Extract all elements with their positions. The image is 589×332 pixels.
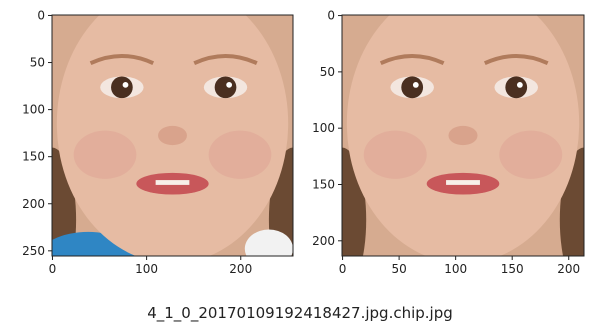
cheek (364, 131, 427, 179)
y-tick-label: 100 (22, 103, 45, 117)
cheek (74, 131, 137, 179)
panel: 0 100 200 0 50 100 150 200 250 (22, 0, 317, 292)
y-tick-label: 200 (312, 234, 335, 248)
glint (517, 82, 523, 88)
panel: 0 50 100 150 200 0 50 100 150 200 (312, 0, 589, 292)
glint (226, 82, 232, 88)
y-tick-label: 50 (30, 56, 45, 70)
x-tick-label: 100 (444, 262, 467, 276)
nose (158, 126, 187, 145)
glint (123, 82, 129, 88)
y-tick-label: 0 (37, 8, 45, 22)
x-tick-label: 200 (557, 262, 580, 276)
iris (505, 76, 527, 98)
x-tick-label: 50 (391, 262, 406, 276)
figure: 4_1_0_20170109192418427.jpg.chip.jpg 0 10… (0, 0, 589, 328)
teeth (156, 180, 190, 185)
iris (401, 76, 423, 98)
y-tick-label: 250 (22, 244, 45, 258)
iris (111, 76, 133, 98)
cheek (209, 131, 272, 179)
x-tick-label: 150 (501, 262, 524, 276)
glint (413, 82, 419, 88)
y-tick-label: 200 (22, 197, 45, 211)
x-tick-label: 0 (49, 262, 57, 276)
nose (448, 126, 477, 145)
y-tick-label: 150 (22, 150, 45, 164)
photo (28, 0, 317, 292)
x-tick-label: 100 (135, 262, 158, 276)
y-tick-label: 0 (327, 9, 335, 23)
y-tick-label: 50 (320, 65, 335, 79)
teeth (446, 180, 480, 185)
iris (215, 76, 237, 98)
caption: 4_1_0_20170109192418427.jpg.chip.jpg (147, 304, 453, 323)
photo (318, 0, 589, 292)
x-tick-label: 0 (339, 262, 347, 276)
cheek (499, 131, 562, 179)
x-tick-label: 200 (229, 262, 252, 276)
y-tick-label: 150 (312, 177, 335, 191)
y-tick-label: 100 (312, 121, 335, 135)
